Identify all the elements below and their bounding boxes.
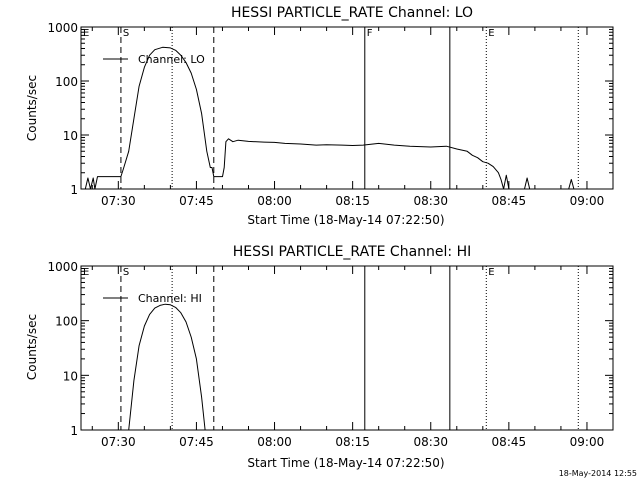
y-tick-label: 1 [70, 424, 78, 438]
plot-frame [80, 26, 614, 190]
y-tick-label: 1000 [47, 260, 78, 274]
y-tick-label: 10 [63, 129, 78, 143]
marker-label: S [123, 28, 129, 39]
x-tick-label: 08:15 [335, 194, 370, 208]
y-ticks: 1 10 100 1000 [47, 260, 613, 438]
y-ticks: 1 10 100 1000 [47, 21, 613, 197]
y-tick-label: 1 [70, 183, 78, 197]
series-line [81, 46, 575, 190]
legend: Channel: HI [103, 292, 202, 305]
series-line [128, 303, 206, 431]
x-tick-label: 07:45 [179, 194, 214, 208]
x-ticks: 07:30 07:45 08:00 08:15 08:30 08:45 09:00 [91, 266, 614, 449]
y-tick-label: 1000 [47, 21, 78, 35]
x-tick-label: 07:45 [179, 435, 214, 449]
x-axis-label: Start Time (18-May-14 07:22:50) [247, 213, 444, 227]
x-tick-label: 08:30 [413, 435, 448, 449]
x-ticks: 07:30 07:45 08:00 08:15 08:30 08:45 09:00 [91, 27, 614, 208]
y-axis-label: Counts/sec [25, 75, 39, 141]
x-tick-label: 08:15 [335, 435, 370, 449]
x-tick-label: 07:30 [101, 194, 136, 208]
legend: Channel: LO [103, 53, 205, 66]
timestamp-stamp: 18-May-2014 12:55 [559, 469, 637, 478]
panel-title: HESSI PARTICLE_RATE Channel: HI [233, 244, 471, 260]
marker-lines [120, 266, 579, 430]
x-tick-label: 09:00 [570, 194, 605, 208]
plot-frame [80, 265, 614, 431]
marker-lines [120, 27, 579, 189]
panel-hi: HESSI PARTICLE_RATE Channel: HI Counts/s… [25, 244, 614, 470]
marker-label: S [123, 267, 129, 278]
panel-title: HESSI PARTICLE_RATE Channel: LO [231, 5, 473, 21]
corner-label: E [83, 267, 89, 278]
series-lines [81, 46, 575, 190]
marker-label: E [488, 28, 494, 39]
x-tick-label: 08:45 [492, 435, 527, 449]
y-axis-label: Counts/sec [25, 314, 39, 380]
corner-label: E [83, 28, 89, 39]
marker-label: E [488, 267, 494, 278]
series-lines [128, 303, 206, 431]
legend-label: Channel: HI [138, 292, 202, 305]
y-tick-label: 100 [55, 315, 78, 329]
x-tick-label: 08:00 [257, 194, 292, 208]
y-tick-label: 10 [63, 369, 78, 383]
x-tick-label: 08:00 [257, 435, 292, 449]
x-tick-label: 08:30 [413, 194, 448, 208]
x-axis-label: Start Time (18-May-14 07:22:50) [247, 456, 444, 470]
marker-label: F [367, 28, 373, 39]
x-tick-label: 09:00 [570, 435, 605, 449]
x-tick-label: 07:30 [101, 435, 136, 449]
legend-label: Channel: LO [138, 53, 205, 66]
x-tick-label: 08:45 [492, 194, 527, 208]
panel-lo: HESSI PARTICLE_RATE Channel: LO Counts/s… [25, 5, 614, 227]
y-tick-label: 100 [55, 75, 78, 89]
